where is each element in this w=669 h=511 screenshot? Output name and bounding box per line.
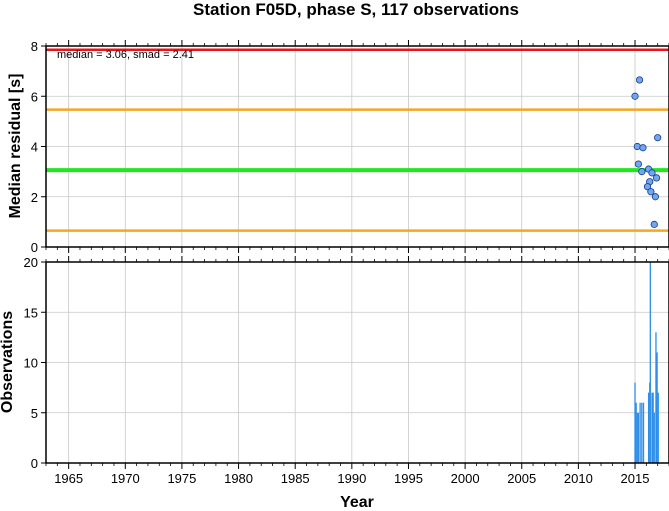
residual-panel: 0 2 4 6 8 median = 3.06, smad = 2.41 Median …: [7, 39, 669, 255]
y-tick-label: 0: [31, 240, 38, 255]
x-tick-label: 2010: [564, 471, 593, 486]
y-tick-label: 0: [31, 456, 38, 471]
y-tick-label: 4: [31, 140, 38, 155]
residual-point: [635, 76, 644, 84]
median-annotation: median = 3.06, smad = 2.41: [57, 49, 194, 61]
x-tick-label: 1965: [54, 471, 83, 486]
observations-panel: 0 5 10 15 20 1965 1970 1975 1980 1985 1990 1995 200…: [0, 255, 669, 511]
y-tick-label: 6: [31, 89, 38, 104]
residual-points: [631, 76, 662, 228]
observation-bars: [634, 262, 659, 463]
x-tick-label: 1990: [337, 471, 366, 486]
residual-x-ticks: [45, 40, 669, 253]
y-tick-label: 5: [31, 406, 38, 421]
observations-x-ticks: 1965 1970 1975 1980 1985 1990 1995 2000 2005 2010…: [45, 256, 669, 486]
x-tick-label: 1980: [224, 471, 253, 486]
y-tick-label: 15: [24, 305, 38, 320]
x-tick-label: 1985: [281, 471, 310, 486]
observations-y-axis-label: Observations: [0, 311, 16, 413]
residual-point: [639, 144, 647, 152]
x-tick-label: 1995: [394, 471, 423, 486]
x-tick-label: 2015: [621, 471, 650, 486]
residual-point: [631, 92, 639, 100]
x-tick-label: 2005: [507, 471, 536, 486]
reference-lines: [46, 48, 669, 232]
y-tick-label: 8: [31, 39, 38, 54]
residual-y-ticks: 0 2 4 6 8: [31, 39, 46, 255]
residual-point: [648, 169, 656, 177]
residual-point: [634, 160, 643, 168]
observations-y-ticks: 0 5 10 15 20: [24, 255, 46, 471]
residual-point: [647, 188, 655, 196]
x-tick-label: 1970: [111, 471, 140, 486]
residual-point: [651, 193, 660, 201]
chart-title: Station F05D, phase S, 117 observations: [193, 0, 519, 19]
residual-point: [638, 168, 646, 176]
residual-point: [654, 134, 662, 142]
residual-point: [643, 183, 652, 191]
residual-point: [652, 174, 661, 182]
x-tick-label: 2000: [451, 471, 480, 486]
x-tick-label: 1975: [167, 471, 196, 486]
y-tick-label: 20: [24, 255, 38, 270]
y-tick-label: 2: [31, 190, 38, 205]
residual-point: [650, 220, 658, 228]
y-tick-label: 10: [24, 356, 38, 371]
x-axis-label: Year: [340, 494, 374, 511]
residual-y-axis-label: Median residual [s]: [7, 74, 24, 219]
